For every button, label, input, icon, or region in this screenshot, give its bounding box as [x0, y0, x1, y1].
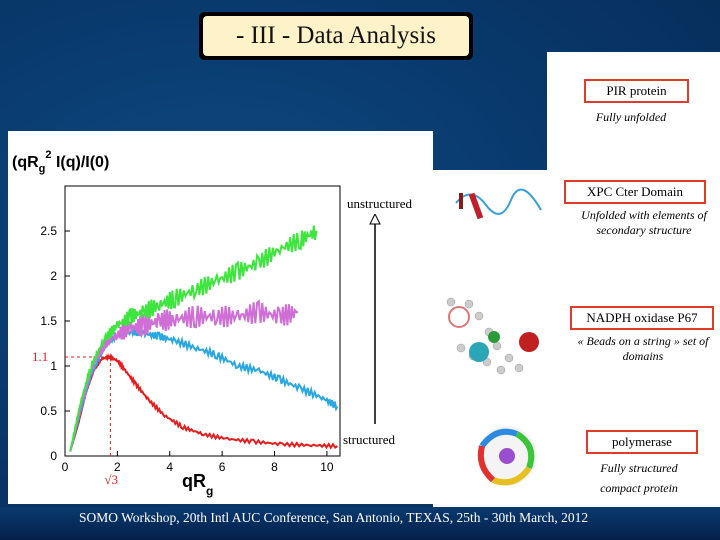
x-axis-label: qRg — [182, 471, 213, 498]
x-tick-label: 4 — [166, 460, 173, 474]
x-tick-label: 6 — [219, 460, 226, 474]
protein-name-xpc: XPC Cter Domain — [564, 180, 706, 204]
x-tick-label: 2 — [114, 460, 121, 474]
slide-title: - III - Data Analysis — [203, 16, 469, 56]
y-tick-label: 2.5 — [40, 224, 57, 238]
saxs-kratky-chart: (qRg2 I(q)/I(0) 0 2 4 6 8 10 0 0.5 1 1.5 2 2.5 1.1 √3… — [12, 149, 341, 498]
protein-name-nadph: NADPH oxidase P67 — [570, 306, 714, 330]
arrow-top-label: unstructured — [347, 196, 412, 211]
protein-desc-polymerase: Fully structured compact protein — [600, 461, 678, 495]
footer-text: SOMO Workshop, 20th Intl AUC Conference,… — [79, 510, 589, 525]
protein-name-pir: PIR protein — [584, 79, 689, 103]
plot-area: 0 2 4 6 8 10 0 0.5 1 1.5 2 2.5 1.1 √3 — [32, 185, 341, 487]
x-tick-label: 8 — [271, 460, 278, 474]
series-line — [69, 328, 339, 452]
series-line — [69, 225, 318, 452]
annotation-x-label: √3 — [104, 472, 118, 487]
pir-structure-image — [451, 175, 547, 231]
footer-bar — [0, 507, 720, 540]
annotation-y-label: 1.1 — [32, 349, 48, 364]
arrow-bottom-label: structured — [343, 432, 395, 447]
title-box: - III - Data Analysis — [199, 12, 473, 60]
protein-name-polymerase: polymerase — [586, 430, 698, 454]
protein-desc-pir: Fully unfolded — [595, 110, 667, 124]
chart-panel: (qRg2 I(q)/I(0) 0 2 4 6 8 10 0 0.5 1 1.5 2 2.5 1.1 √3… — [8, 131, 433, 504]
x-tick-label: 10 — [320, 460, 334, 474]
y-tick-label: 0 — [50, 449, 57, 463]
y-tick-label: 2 — [50, 269, 57, 283]
series-line — [69, 299, 299, 452]
y-tick-label: 1 — [50, 359, 57, 373]
y-tick-label: 0.5 — [40, 404, 57, 418]
x-tick-label: 0 — [62, 460, 69, 474]
y-axis-label: (qRg2 I(q)/I(0) — [12, 149, 109, 175]
protein-desc-xpc: Unfolded with elements of secondary stru… — [581, 208, 707, 237]
structure-arrow — [369, 214, 381, 424]
polymerase-structure-image — [467, 416, 547, 496]
nadph-structure-image — [439, 292, 547, 382]
y-tick-label: 1.5 — [40, 314, 57, 328]
protein-desc-nadph: « Beads on a string » set of domains — [577, 334, 709, 363]
